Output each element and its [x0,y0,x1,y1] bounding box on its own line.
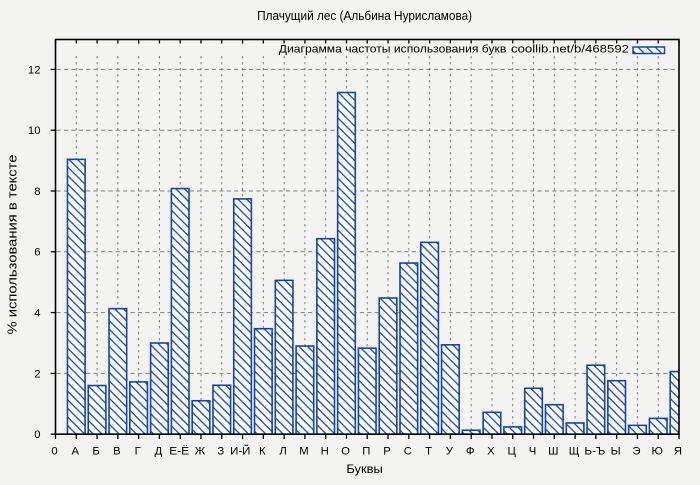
svg-text:8: 8 [34,186,40,198]
svg-text:% использования в тексте: % использования в тексте [5,155,20,335]
svg-text:Х: Х [487,446,495,458]
svg-text:10: 10 [28,125,41,137]
svg-text:Щ: Щ [569,446,580,458]
svg-text:Т: Т [425,446,432,458]
svg-text:В: В [113,446,121,458]
svg-text:Г: Г [135,446,141,458]
svg-text:П: П [362,446,370,458]
svg-text:Ы: Ы [611,446,621,458]
svg-text:Л: Л [279,446,286,458]
svg-text:Буквы: Буквы [346,462,383,476]
svg-text:З: З [217,446,224,458]
svg-text:Д: Д [155,446,163,458]
svg-text:Я: Я [674,446,682,458]
svg-text:6: 6 [34,247,40,259]
svg-text:А: А [72,446,80,458]
svg-text:Н: Н [321,446,329,458]
svg-text:Ю: Ю [652,446,663,458]
svg-text:Диаграмма частоты использовани: Диаграмма частоты использования букв [279,43,507,55]
svg-text:Ч: Ч [529,446,537,458]
svg-text:coollib.net/b/468592: coollib.net/b/468592 [511,43,629,55]
svg-text:И-Й: И-Й [230,445,250,458]
svg-text:0: 0 [34,429,40,441]
svg-text:12: 12 [28,64,41,76]
svg-text:Ф: Ф [466,446,475,458]
svg-text:Е-Ё: Е-Ё [169,446,189,458]
svg-text:4: 4 [34,308,40,320]
svg-text:Ц: Ц [508,446,517,458]
svg-text:2: 2 [34,368,40,380]
svg-text:0: 0 [51,446,57,458]
svg-text:Р: Р [383,446,391,458]
svg-text:Ж: Ж [195,446,206,458]
svg-text:Плачущий лес (Альбина Нурислам: Плачущий лес (Альбина Нурисламова) [257,8,472,23]
svg-text:У: У [446,446,454,458]
svg-text:С: С [404,446,412,458]
svg-text:О: О [341,446,350,458]
svg-text:М: М [299,446,308,458]
svg-text:К: К [259,446,266,458]
svg-text:Б: Б [92,446,99,458]
svg-text:Э: Э [632,446,640,458]
svg-text:Ь-Ъ: Ь-Ъ [584,446,605,458]
svg-text:Ш: Ш [548,446,558,458]
